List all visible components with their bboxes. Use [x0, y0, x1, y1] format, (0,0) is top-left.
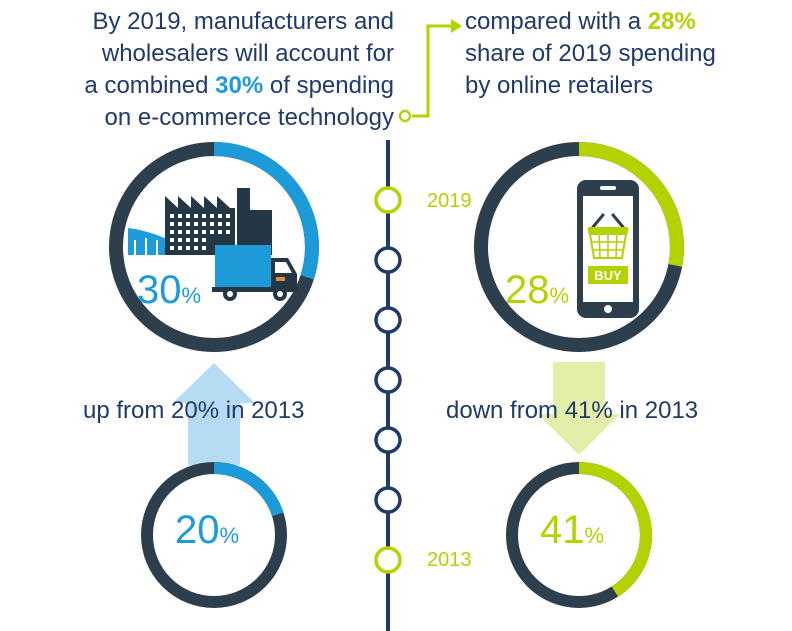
headline-right-line1: compared with a 28% — [465, 6, 716, 38]
timeline-node — [374, 246, 402, 274]
timeline-node — [374, 306, 402, 334]
caption-left: up from 20% in 2013 — [83, 397, 305, 424]
headline-right-highlight: 28% — [647, 8, 696, 35]
donut-slice-0 — [109, 142, 319, 352]
timeline-year-bottom: 2013 — [427, 549, 472, 571]
pct-sign: % — [584, 523, 605, 548]
donut-rings — [109, 142, 684, 608]
down-arrow — [538, 362, 620, 455]
timeline-node — [374, 366, 402, 394]
timeline — [374, 140, 402, 631]
timeline-node — [374, 426, 402, 454]
phone-shopping-basket-icon — [577, 180, 639, 318]
pct-label-left-2019: 30% — [137, 268, 201, 313]
timeline-node — [374, 486, 402, 514]
donut-slice-1 — [141, 462, 287, 608]
pct-label-left-2013: 20% — [175, 508, 239, 553]
factory-truck-icon — [128, 188, 298, 301]
pct-sign: % — [219, 523, 240, 548]
headline-left-line1: By 2019, manufacturers and — [92, 8, 394, 35]
headline-left-line3-post: of spending — [263, 72, 394, 99]
pct-sign: % — [549, 283, 570, 308]
headline-left-highlight: 30% — [215, 72, 264, 99]
donut-slice-2 — [474, 142, 684, 352]
pct-label-right-2019: 28% — [505, 268, 569, 313]
caption-right: down from 41% in 2013 — [446, 397, 699, 424]
donut-slice-3 — [506, 462, 652, 608]
pct-value: 28 — [505, 268, 550, 312]
up-arrow — [173, 363, 255, 465]
headline-right-line3: by online retailers — [465, 72, 654, 99]
timeline-node — [374, 186, 402, 214]
pct-value: 20 — [175, 508, 220, 552]
pct-value: 41 — [540, 508, 585, 552]
headline-left-line2: wholesalers will account for — [101, 40, 394, 67]
timeline-node — [374, 546, 402, 574]
pct-value: 30 — [137, 268, 182, 312]
pct-label-right-2013: 41% — [540, 508, 604, 553]
headline-left: By 2019, manufacturers and wholesalers w… — [84, 6, 394, 134]
pct-sign: % — [181, 283, 202, 308]
headline-connector — [398, 19, 462, 123]
timeline-year-top: 2019 — [427, 190, 472, 212]
headline-right: compared with a 28% share of 2019 spendi… — [465, 6, 716, 102]
headline-right-line2: share of 2019 spending — [465, 40, 716, 67]
headline-left-line3-pre: a combined — [84, 72, 216, 99]
headline-right-line1-pre: compared with a — [465, 8, 648, 35]
headline-left-line3: a combined 30% of spending — [84, 70, 394, 102]
headline-left-line4: on e-commerce technology — [104, 104, 394, 131]
buy-label: BUY — [594, 268, 622, 283]
